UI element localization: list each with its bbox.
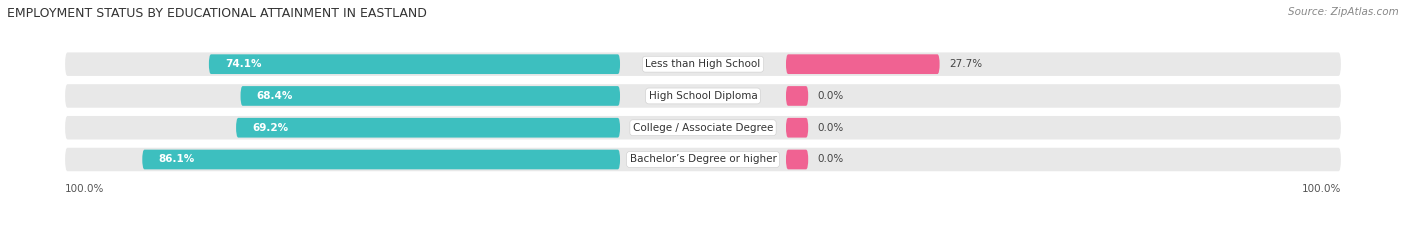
- FancyBboxPatch shape: [240, 86, 620, 106]
- FancyBboxPatch shape: [786, 118, 808, 137]
- Text: Less than High School: Less than High School: [645, 59, 761, 69]
- FancyBboxPatch shape: [142, 150, 620, 169]
- Text: College / Associate Degree: College / Associate Degree: [633, 123, 773, 133]
- Text: EMPLOYMENT STATUS BY EDUCATIONAL ATTAINMENT IN EASTLAND: EMPLOYMENT STATUS BY EDUCATIONAL ATTAINM…: [7, 7, 427, 20]
- FancyBboxPatch shape: [786, 150, 808, 169]
- Text: 86.1%: 86.1%: [159, 154, 194, 164]
- FancyBboxPatch shape: [209, 54, 620, 74]
- Text: 74.1%: 74.1%: [225, 59, 262, 69]
- Text: 27.7%: 27.7%: [949, 59, 983, 69]
- Text: 100.0%: 100.0%: [1302, 184, 1341, 194]
- FancyBboxPatch shape: [65, 84, 1341, 108]
- FancyBboxPatch shape: [65, 116, 1341, 140]
- FancyBboxPatch shape: [786, 86, 808, 106]
- Text: 68.4%: 68.4%: [256, 91, 292, 101]
- Text: Source: ZipAtlas.com: Source: ZipAtlas.com: [1288, 7, 1399, 17]
- Legend: In Labor Force, Unemployed: In Labor Force, Unemployed: [603, 230, 803, 233]
- Text: 0.0%: 0.0%: [818, 123, 844, 133]
- FancyBboxPatch shape: [65, 52, 1341, 76]
- Text: 69.2%: 69.2%: [252, 123, 288, 133]
- Text: 0.0%: 0.0%: [818, 154, 844, 164]
- FancyBboxPatch shape: [65, 148, 1341, 171]
- Text: 100.0%: 100.0%: [65, 184, 104, 194]
- Text: 0.0%: 0.0%: [818, 91, 844, 101]
- FancyBboxPatch shape: [236, 118, 620, 137]
- Text: High School Diploma: High School Diploma: [648, 91, 758, 101]
- Text: Bachelor’s Degree or higher: Bachelor’s Degree or higher: [630, 154, 776, 164]
- FancyBboxPatch shape: [786, 54, 939, 74]
